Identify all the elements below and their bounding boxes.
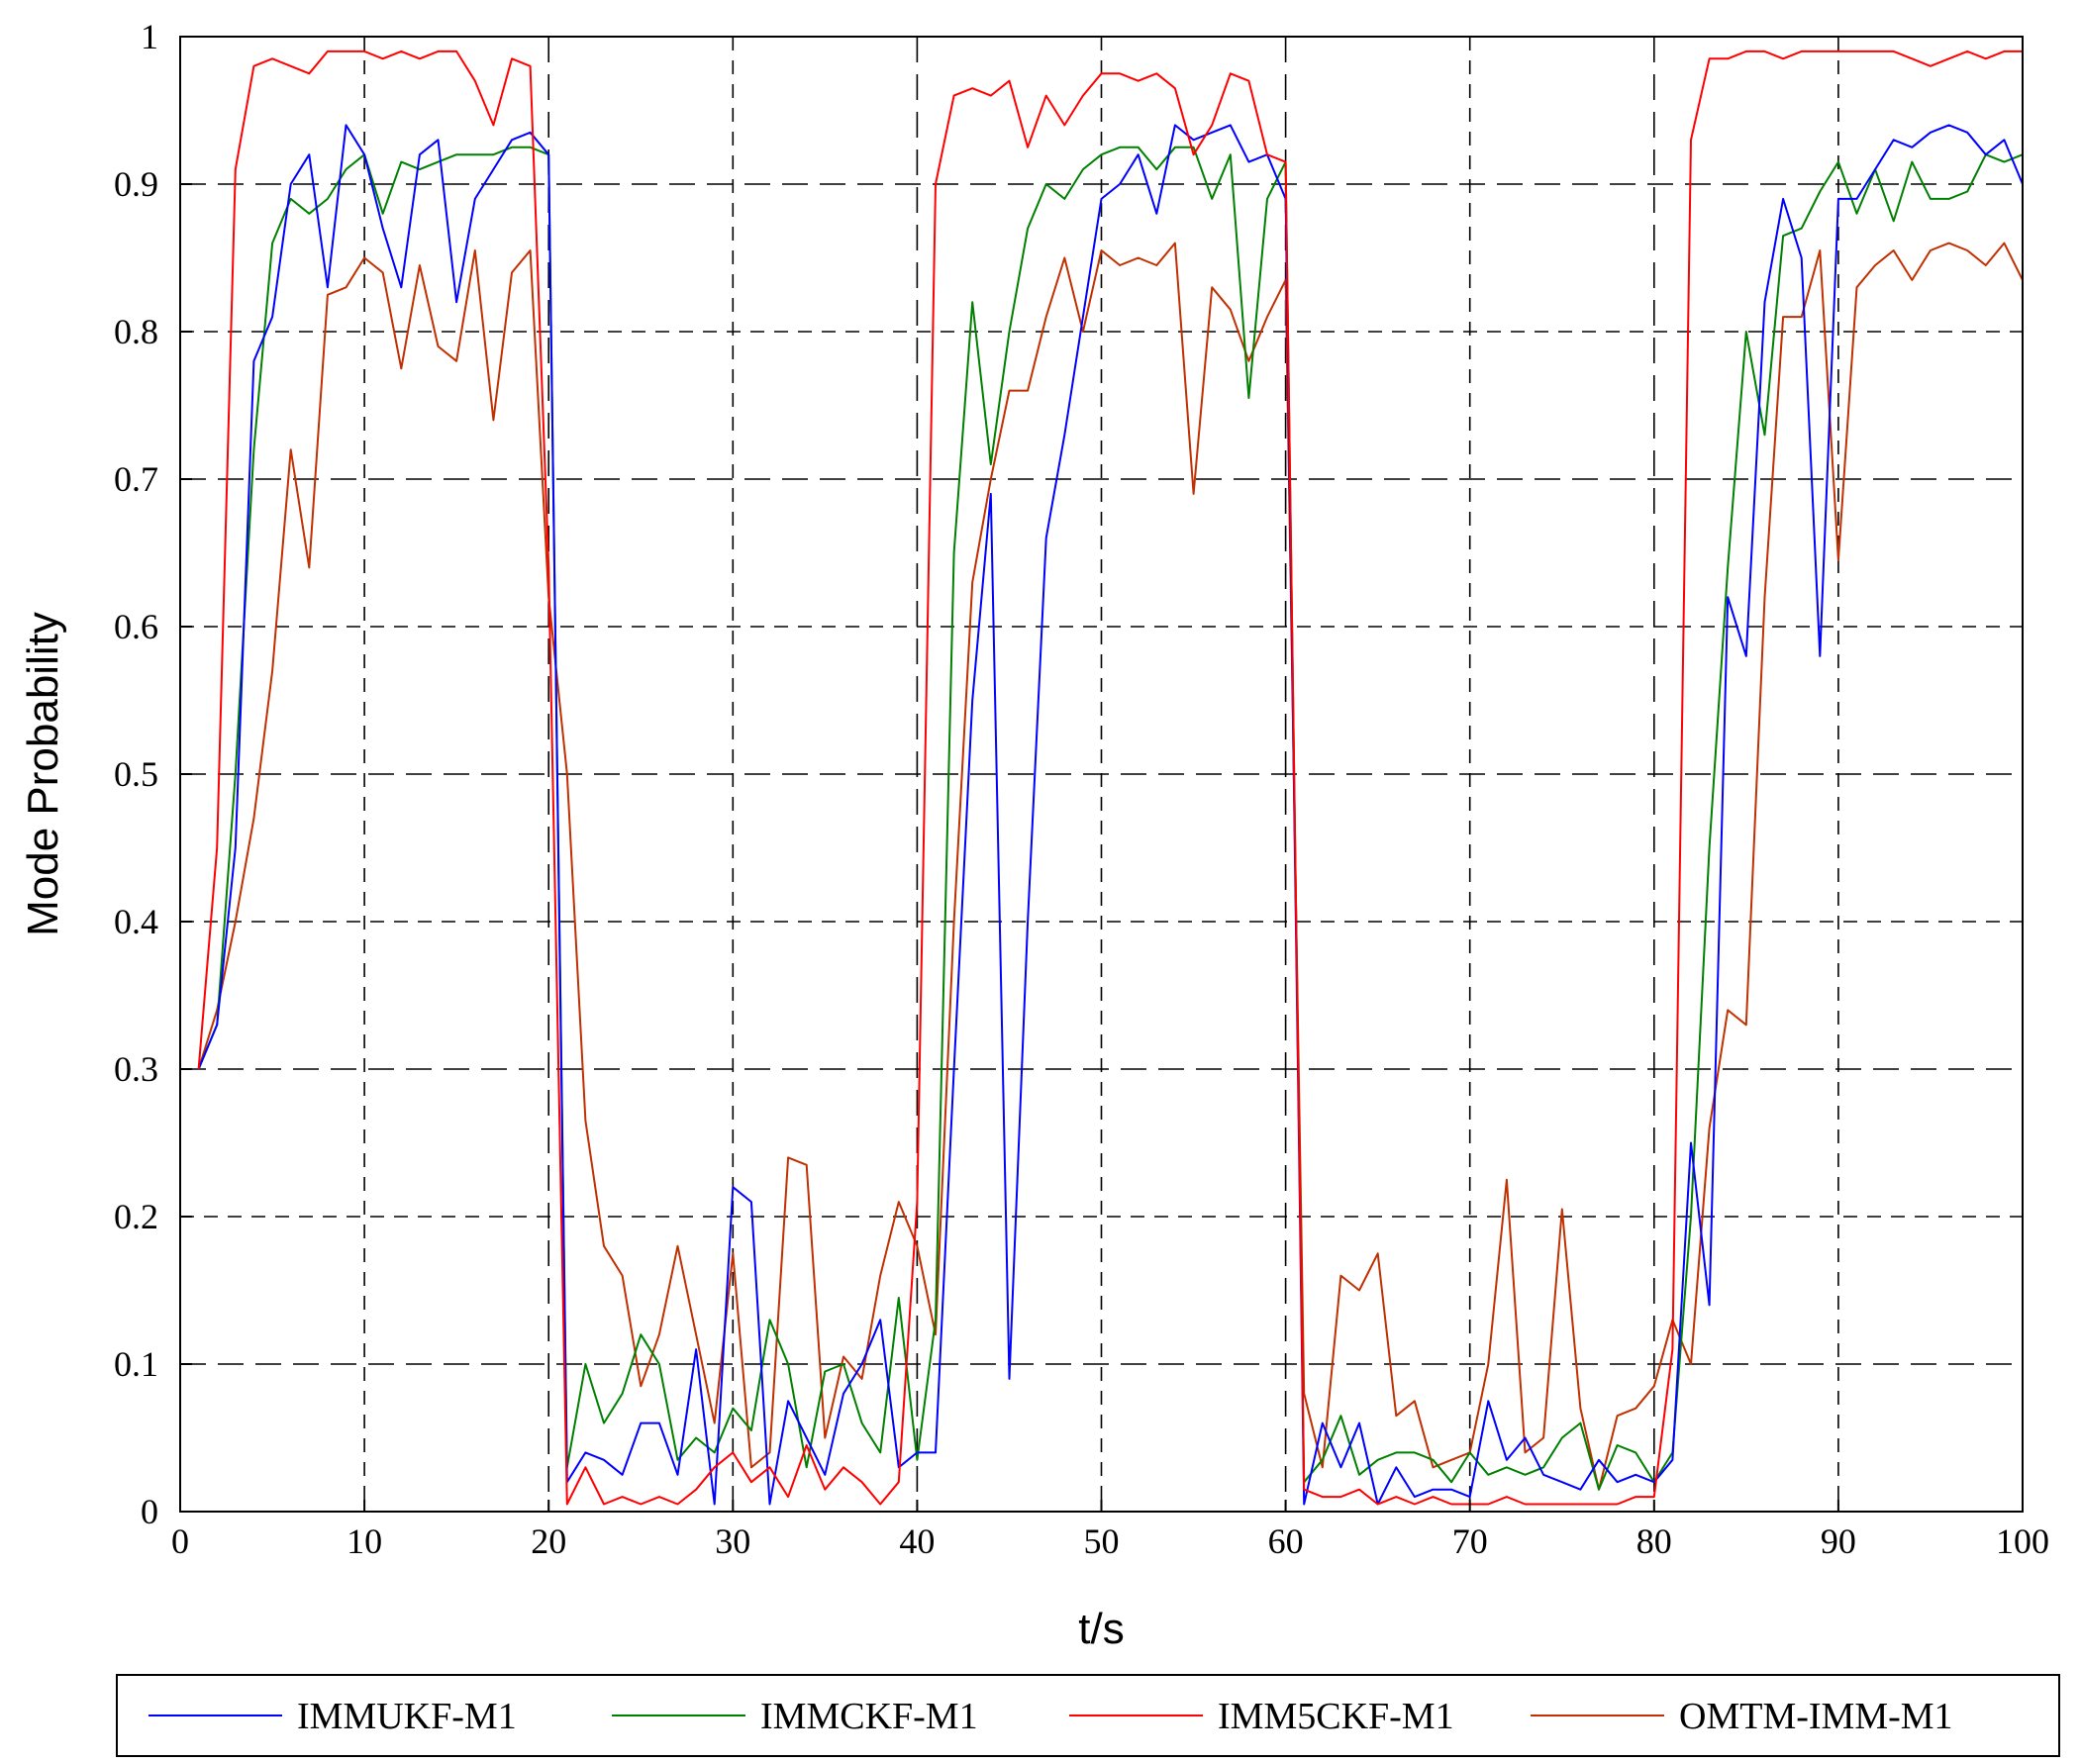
plot-layer [197, 49, 2024, 1506]
x-tick-label-0: 0 [171, 1521, 189, 1561]
x-tick-label-100: 100 [1996, 1521, 2049, 1561]
y-tick-label-0.2: 0.2 [114, 1197, 158, 1236]
series-line-immukf-m1 [197, 124, 2024, 1506]
y-tick-label-0: 0 [141, 1492, 158, 1531]
y-tick-label-0.6: 0.6 [114, 607, 158, 646]
legend-label-imm5ckf-m1: IMM5CKF-M1 [1218, 1696, 1454, 1737]
x-axis-label: t/s [1078, 1605, 1124, 1653]
x-tick-label-30: 30 [715, 1521, 750, 1561]
y-tick-label-0.8: 0.8 [114, 312, 158, 351]
y-tick-label-0.7: 0.7 [114, 459, 158, 499]
y-axis-label: Mode Probability [19, 612, 67, 936]
y-tick-label-1: 1 [141, 17, 158, 56]
tick-layer: 0 10 20 30 40 50 60 70 80 90 100 0 0.1 0.2 0.3 0.4 0.5 0.… [114, 17, 2049, 1561]
grid-layer [180, 37, 2023, 1512]
series-line-immckf-m1 [197, 146, 2024, 1491]
y-tick-label-0.1: 0.1 [114, 1344, 158, 1384]
series-line-omtm-imm-m1 [197, 242, 2024, 1491]
x-tick-label-20: 20 [531, 1521, 566, 1561]
legend-label-immukf-m1: IMMUKF-M1 [297, 1696, 517, 1737]
y-tick-label-0.3: 0.3 [114, 1049, 158, 1089]
y-tick-label-0.9: 0.9 [114, 164, 158, 204]
x-tick-label-60: 60 [1268, 1521, 1304, 1561]
x-tick-label-10: 10 [347, 1521, 382, 1561]
x-tick-label-40: 40 [899, 1521, 935, 1561]
legend: IMMUKF-M1 IMMCKF-M1 IMM5CKF-M1 OMTM-IMM-M1 [116, 1674, 2060, 1757]
x-tick-label-80: 80 [1636, 1521, 1672, 1561]
x-tick-label-70: 70 [1452, 1521, 1488, 1561]
y-tick-label-0.4: 0.4 [114, 902, 158, 941]
x-tick-label-50: 50 [1084, 1521, 1120, 1561]
legend-label-omtm-imm-m1: OMTM-IMM-M1 [1679, 1696, 1953, 1737]
y-tick-label-0.5: 0.5 [114, 754, 158, 794]
series-line-imm5ckf-m1 [197, 49, 2023, 1506]
x-tick-label-90: 90 [1821, 1521, 1856, 1561]
legend-label-immckf-m1: IMMCKF-M1 [760, 1696, 978, 1737]
